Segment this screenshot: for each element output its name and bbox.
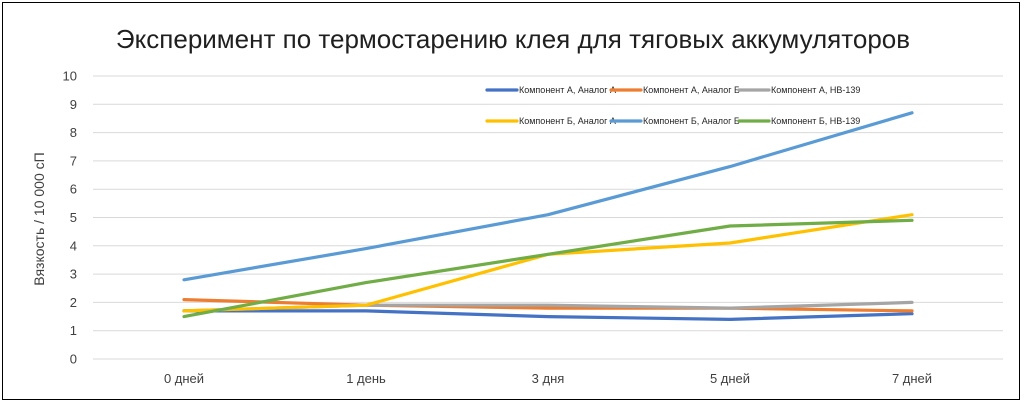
legend-label: Компонент Б, Аналог Б (643, 116, 740, 126)
x-tick-label: 1 день (346, 371, 386, 386)
chart-svg: Эксперимент по термостарению клея для тя… (31, 24, 1003, 386)
y-tick-label: 3 (70, 267, 77, 282)
series-line (182, 111, 914, 282)
y-tick-label: 1 (70, 323, 77, 338)
y-tick-label: 6 (70, 182, 77, 197)
x-tick-label: 5 дней (710, 371, 750, 386)
legend-label: Компонент А, Аналог Б (643, 85, 740, 95)
y-tick-label: 0 (70, 352, 77, 367)
legend-label: Компонент А, НВ-139 (771, 85, 860, 95)
series-lines (182, 111, 914, 321)
x-tick-label: 0 дней (164, 371, 204, 386)
legend-label: Компонент А, Аналог А (519, 85, 616, 95)
y-tick-label: 5 (70, 210, 77, 225)
y-tick-label: 7 (70, 153, 77, 168)
y-tick-label: 10 (63, 69, 77, 84)
y-tick-label: 9 (70, 97, 77, 112)
series-line (182, 218, 914, 319)
series-line (182, 309, 914, 321)
x-tick-label: 3 дня (532, 371, 565, 386)
y-axis-ticks: 0 1 2 3 4 5 6 7 8 9 10 (63, 69, 77, 367)
chart-title: Эксперимент по термостарению клея для тя… (116, 24, 910, 54)
y-tick-label: 4 (70, 238, 77, 253)
y-tick-label: 8 (70, 125, 77, 140)
legend-label: Компонент Б, НВ-139 (771, 116, 860, 126)
y-axis-title: Вязкость / 10 000 сП (31, 152, 47, 285)
x-axis-ticks: 0 дней 1 день 3 дня 5 дней 7 дней (164, 371, 932, 386)
y-tick-label: 2 (70, 295, 77, 310)
legend-label: Компонент Б, Аналог А (519, 116, 616, 126)
chart-frame: Эксперимент по термостарению клея для тя… (2, 2, 1020, 400)
series-line (182, 298, 914, 313)
x-tick-label: 7 дней (892, 371, 932, 386)
legend: Компонент А, Аналог А Компонент А, Аналог… (485, 85, 860, 126)
